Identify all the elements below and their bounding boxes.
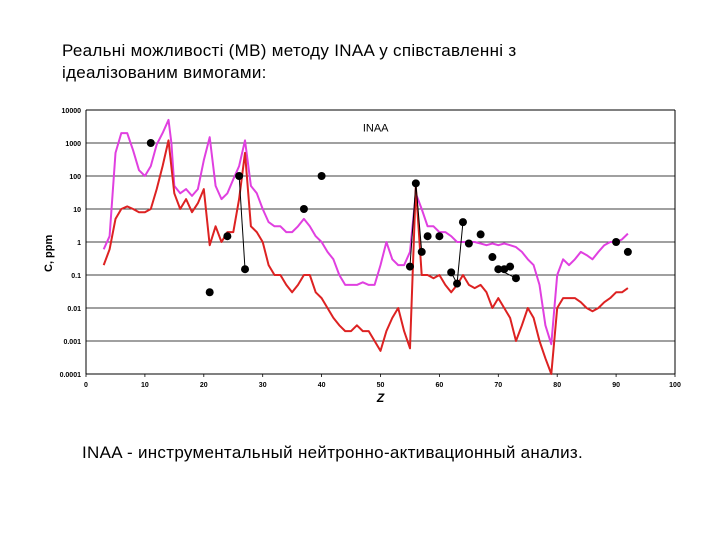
data-point bbox=[488, 253, 497, 262]
y-tick-label: 1 bbox=[77, 240, 81, 247]
marker-connector bbox=[409, 183, 417, 267]
data-point bbox=[506, 262, 515, 271]
y-tick-labels: 0.0001 0.001 0.01 0.1 1 10 100 1000 10000 bbox=[60, 108, 82, 379]
marker-connector bbox=[238, 175, 246, 270]
data-point bbox=[241, 265, 250, 274]
magenta-line-series bbox=[102, 118, 629, 346]
x-axis-title: Z bbox=[376, 391, 385, 405]
y-tick-label: 0.0001 bbox=[60, 372, 82, 379]
y-tick-label: 1000 bbox=[65, 141, 81, 148]
data-point bbox=[623, 247, 632, 256]
x-tick-label: 40 bbox=[318, 382, 326, 389]
data-point bbox=[299, 205, 308, 213]
data-point bbox=[405, 262, 414, 271]
grid bbox=[85, 109, 676, 377]
marker-connector bbox=[456, 222, 464, 284]
x-tick-label: 20 bbox=[200, 382, 208, 389]
data-point bbox=[223, 232, 232, 241]
data-point bbox=[417, 247, 426, 256]
y-tick-label: 100 bbox=[69, 174, 81, 181]
data-point bbox=[235, 172, 244, 180]
x-tick-label: 80 bbox=[553, 382, 561, 389]
data-point bbox=[447, 268, 456, 277]
red-line-series bbox=[102, 139, 629, 375]
x-tick-label: 100 bbox=[669, 382, 681, 389]
data-point bbox=[464, 239, 473, 248]
x-tick-label: 10 bbox=[141, 382, 149, 389]
data-point bbox=[453, 279, 462, 288]
x-tick-label: 90 bbox=[612, 382, 620, 389]
y-tick-label: 0.001 bbox=[63, 339, 81, 346]
data-point bbox=[494, 265, 503, 274]
data-point bbox=[146, 139, 155, 147]
data-point bbox=[317, 172, 326, 180]
x-tick-label: 60 bbox=[436, 382, 444, 389]
x-tick-labels: 0 10 20 30 40 50 60 70 80 90 100 bbox=[84, 382, 681, 389]
data-point bbox=[511, 274, 520, 283]
slide-title: Реальні можливості (МВ) методу INAA у сп… bbox=[62, 41, 517, 82]
y-axis-title: C, ppm bbox=[43, 235, 55, 272]
data-point bbox=[205, 288, 214, 297]
x-tick-label: 70 bbox=[494, 382, 502, 389]
data-point bbox=[411, 179, 420, 188]
x-tick-label: 0 bbox=[84, 382, 88, 389]
data-point bbox=[476, 230, 485, 239]
data-point bbox=[458, 218, 467, 227]
series-lines bbox=[102, 118, 629, 375]
inaa-annotation: INAA bbox=[363, 122, 389, 134]
y-tick-label: 10000 bbox=[62, 108, 82, 115]
y-tick-label: 10 bbox=[73, 207, 81, 214]
markers bbox=[146, 139, 632, 297]
data-point bbox=[423, 232, 432, 241]
data-point bbox=[435, 232, 444, 241]
caption: INAA - инструментальный нейтронно-актива… bbox=[82, 443, 583, 462]
x-tick-label: 30 bbox=[259, 382, 267, 389]
x-tick-label: 50 bbox=[377, 382, 385, 389]
data-point bbox=[612, 238, 621, 246]
y-tick-label: 0.01 bbox=[67, 306, 81, 313]
y-tick-label: 0.1 bbox=[71, 273, 81, 280]
marker-connector bbox=[415, 183, 423, 252]
